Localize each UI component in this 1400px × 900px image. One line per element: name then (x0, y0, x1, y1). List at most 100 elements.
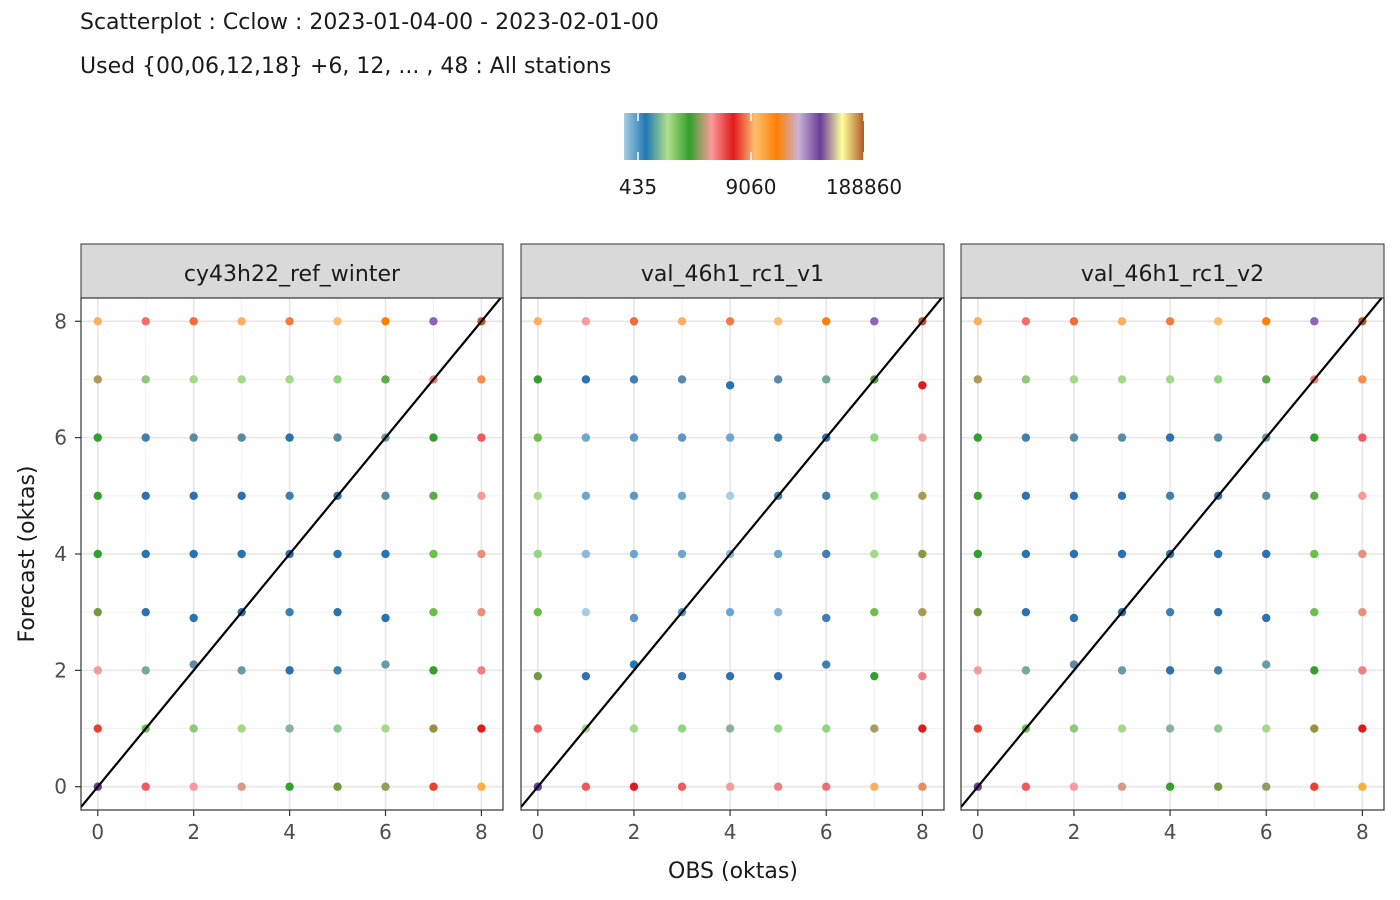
data-point (822, 660, 831, 669)
data-point (1262, 317, 1271, 326)
data-point (870, 724, 879, 733)
data-point (822, 549, 831, 559)
data-point (1069, 782, 1079, 791)
data-point (973, 491, 983, 501)
data-point (93, 491, 102, 501)
data-point (237, 433, 246, 442)
panel-border (520, 297, 945, 811)
panel-strip-label: val_46h1_rc1_v2 (1081, 262, 1264, 287)
data-point (285, 724, 294, 733)
data-point (773, 317, 783, 326)
data-point (93, 433, 102, 442)
data-point (285, 491, 294, 501)
data-point (1069, 491, 1079, 501)
x-axis-title: OBS (oktas) (668, 859, 798, 884)
data-point (1213, 549, 1223, 559)
data-point (870, 549, 879, 559)
panel-3: val_46h1_rc1_v2 0 2 4 6 8 (960, 243, 1385, 844)
x-tick-label: 0 (91, 820, 104, 844)
data-point (773, 607, 783, 617)
data-point (1262, 724, 1271, 733)
data-point (973, 375, 983, 384)
x-tick-label: 2 (187, 820, 200, 844)
data-point (822, 724, 831, 733)
data-point (677, 491, 687, 501)
data-point (1213, 317, 1223, 326)
data-point (429, 433, 438, 442)
data-point (1358, 666, 1367, 675)
data-point (1213, 607, 1223, 617)
data-point (333, 375, 342, 384)
colorbar-label: 188860 (826, 175, 902, 199)
data-point (93, 666, 102, 675)
identity-line (81, 298, 502, 808)
data-point (189, 317, 198, 326)
data-point (870, 433, 879, 442)
x-tick-label: 8 (475, 820, 488, 844)
data-point (285, 375, 294, 384)
data-point (333, 549, 342, 559)
data-point (773, 375, 783, 384)
data-point (1310, 724, 1319, 733)
data-point (333, 666, 342, 675)
data-point (141, 666, 150, 675)
data-point (477, 724, 486, 733)
data-point (1069, 549, 1079, 559)
data-point (1165, 607, 1175, 617)
data-point (1310, 607, 1319, 617)
data-point (429, 724, 438, 733)
data-point (1117, 782, 1127, 791)
data-point (1262, 782, 1271, 791)
data-point (1213, 375, 1223, 384)
x-tick-label: 0 (531, 820, 544, 844)
data-point (1213, 433, 1223, 442)
data-point (1069, 613, 1079, 623)
x-tick-label: 8 (1356, 820, 1369, 844)
data-point (1358, 607, 1367, 617)
data-point (918, 381, 927, 390)
data-point (1358, 375, 1367, 384)
data-point (381, 724, 390, 733)
data-point (1021, 782, 1031, 791)
data-point (333, 607, 342, 617)
data-point (1358, 782, 1367, 791)
data-point (429, 666, 438, 675)
data-point (973, 666, 983, 675)
data-point (1310, 782, 1319, 791)
points (973, 317, 1367, 791)
panel-strip-label: val_46h1_rc1_v1 (641, 262, 824, 287)
data-point (581, 671, 591, 681)
data-point (189, 613, 198, 623)
data-point (677, 433, 687, 442)
data-point (429, 782, 438, 791)
data-point (1165, 724, 1175, 733)
x-tick-label: 6 (1260, 820, 1273, 844)
data-point (1165, 666, 1175, 675)
data-point (429, 607, 438, 617)
data-point (918, 607, 927, 617)
y-tick-label: 2 (54, 658, 67, 682)
data-point (725, 433, 735, 442)
data-point (1358, 724, 1367, 733)
data-point (429, 549, 438, 559)
points (93, 317, 486, 791)
data-point (1021, 491, 1031, 501)
panel-1: cy43h22_ref_winter 0 2 4 6 8 0 2 4 6 8 (54, 243, 504, 844)
data-point (629, 433, 639, 442)
data-point (533, 607, 543, 617)
data-point (1117, 666, 1127, 675)
data-point (822, 613, 831, 623)
data-point (333, 433, 342, 442)
data-point (822, 782, 831, 791)
y-tick-label: 0 (54, 775, 67, 799)
data-point (1069, 375, 1079, 384)
data-point (1262, 613, 1271, 623)
data-point (1069, 433, 1079, 442)
data-point (533, 433, 543, 442)
data-point (629, 782, 639, 791)
data-point (677, 549, 687, 559)
data-point (581, 491, 591, 501)
x-tick-label: 4 (283, 820, 296, 844)
data-point (93, 607, 102, 617)
